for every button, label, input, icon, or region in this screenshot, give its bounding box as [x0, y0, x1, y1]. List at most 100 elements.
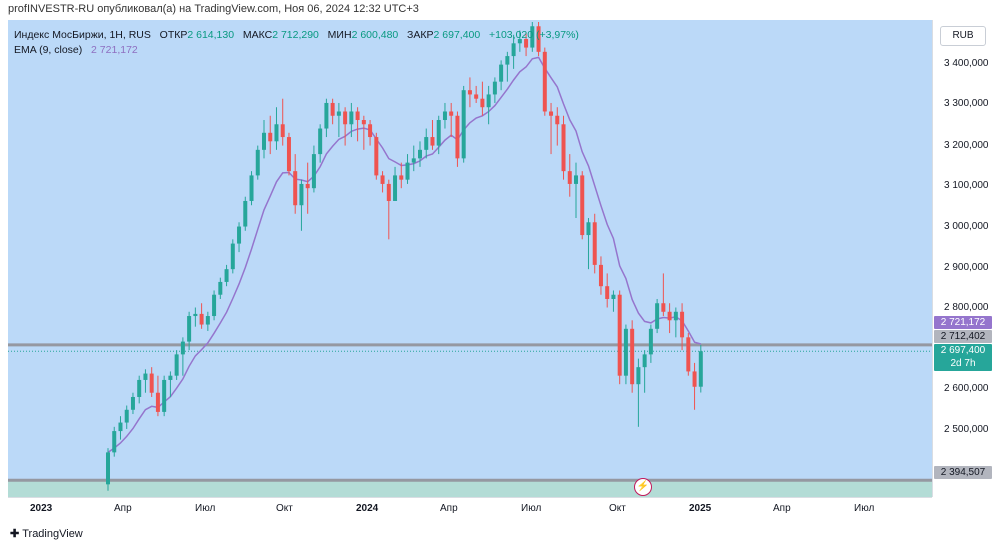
- candle-body: [455, 115, 460, 159]
- legend-close: 2 697,400: [433, 29, 481, 41]
- candle-body: [336, 111, 341, 116]
- candle-body: [380, 175, 385, 184]
- candle-body: [430, 137, 435, 146]
- x-tick-label: 2023: [30, 503, 53, 514]
- candlestick-chart[interactable]: [8, 20, 932, 497]
- legend-high: 2 712,290: [272, 29, 319, 41]
- legend-low: 2 600,480: [351, 29, 399, 41]
- candle-body: [399, 175, 404, 180]
- candle-body: [168, 375, 173, 380]
- candle-body: [517, 39, 522, 44]
- x-tick-label: Июл: [521, 503, 542, 514]
- candle-body: [355, 111, 360, 121]
- publisher-line: profINVESTR-RU опубликовал(а) на Trading…: [8, 3, 419, 15]
- level-price-tag: 2 712,402: [934, 330, 992, 343]
- candle-body: [286, 137, 291, 172]
- candle-body: [686, 337, 691, 372]
- y-tick-label: 2 600,000: [944, 383, 989, 394]
- candle-body: [667, 311, 672, 321]
- chart-plot-area[interactable]: [8, 20, 932, 497]
- candle-body: [449, 111, 454, 116]
- candle-body: [636, 367, 641, 385]
- candle-body: [293, 171, 298, 206]
- candle-body: [118, 422, 123, 432]
- candle-body: [511, 43, 516, 57]
- candle-body: [343, 111, 348, 125]
- candle-body: [592, 222, 597, 265]
- candle-body: [280, 124, 285, 138]
- time-axis[interactable]: [8, 497, 932, 521]
- y-tick-label: 3 300,000: [944, 98, 989, 109]
- candle-body: [549, 111, 554, 116]
- candle-body: [405, 162, 410, 180]
- candle-body: [680, 311, 685, 338]
- tradingview-logo[interactable]: ✚ TradingView: [10, 527, 83, 540]
- close-price-tag: 2 697,400 2d 7h: [934, 344, 992, 371]
- candle-body: [324, 102, 329, 129]
- currency-button[interactable]: RUB: [940, 26, 986, 46]
- y-tick-label: 3 200,000: [944, 140, 989, 151]
- x-tick-label: Окт: [276, 503, 293, 514]
- y-tick-label: 3 400,000: [944, 58, 989, 69]
- x-tick-label: 2025: [689, 503, 712, 514]
- ema-price-tag: 2 721,172: [934, 316, 992, 329]
- candle-body: [461, 90, 466, 159]
- candle-body: [580, 175, 585, 236]
- price-axis[interactable]: [932, 20, 995, 497]
- candle-body: [499, 64, 504, 82]
- candle-body: [330, 102, 335, 116]
- candle-body: [255, 149, 260, 176]
- legend-symbol: Индекс МосБиржи, 1Н, RUS: [14, 29, 151, 41]
- candle-body: [492, 81, 497, 95]
- candle-body: [249, 175, 254, 201]
- x-tick-label: 2024: [356, 503, 379, 514]
- candle-body: [505, 56, 510, 65]
- tradingview-logo-text: TradingView: [22, 528, 83, 540]
- candle-body: [174, 354, 179, 376]
- x-tick-label: Апр: [773, 503, 791, 514]
- candle-body: [124, 409, 129, 423]
- legend-ema-value: 2 721,172: [91, 44, 138, 56]
- x-tick-label: Июл: [195, 503, 216, 514]
- lightning-icon[interactable]: ⚡: [634, 478, 652, 496]
- candle-body: [187, 316, 192, 342]
- candle-body: [480, 98, 485, 108]
- candle-body: [193, 313, 198, 317]
- candle-body: [418, 149, 422, 159]
- x-tick-label: Апр: [114, 503, 132, 514]
- candle-body: [411, 158, 416, 163]
- candle-body: [673, 311, 678, 321]
- x-tick-label: Окт: [609, 503, 626, 514]
- candle-body: [361, 120, 366, 125]
- candle-body: [212, 294, 217, 317]
- candle-body: [368, 124, 373, 138]
- candle-body: [698, 351, 703, 387]
- legend-open: 2 614,130: [187, 29, 235, 41]
- candle-body: [386, 183, 391, 201]
- candle-body: [436, 120, 441, 146]
- candle-body: [692, 371, 697, 387]
- candle-body: [536, 26, 541, 52]
- tradingview-mark-icon: ✚: [10, 528, 20, 540]
- candle-body: [137, 379, 142, 397]
- y-tick-label: 2 500,000: [944, 424, 989, 435]
- candle-body: [474, 94, 479, 99]
- candle-body: [655, 303, 660, 329]
- candle-body: [305, 183, 310, 189]
- candle-body: [605, 286, 610, 299]
- candle-body: [617, 294, 622, 376]
- legend-ohlc-row: Индекс МосБиржи, 1Н, RUS ОТКР2 614,130 М…: [14, 28, 579, 43]
- candle-body: [162, 379, 167, 412]
- candle-body: [555, 115, 560, 125]
- candle-body: [218, 281, 223, 295]
- candle-body: [642, 354, 647, 368]
- candle-body: [299, 183, 304, 206]
- candle-body: [268, 132, 273, 142]
- candle-body: [230, 243, 235, 270]
- legend-open-label: ОТКР: [159, 29, 188, 41]
- candle-body: [318, 128, 323, 155]
- candle-body: [661, 303, 666, 312]
- candle-body: [374, 137, 379, 176]
- legend-ema-row[interactable]: EMA (9, close) 2 721,172: [14, 43, 579, 58]
- candle-body: [574, 175, 578, 184]
